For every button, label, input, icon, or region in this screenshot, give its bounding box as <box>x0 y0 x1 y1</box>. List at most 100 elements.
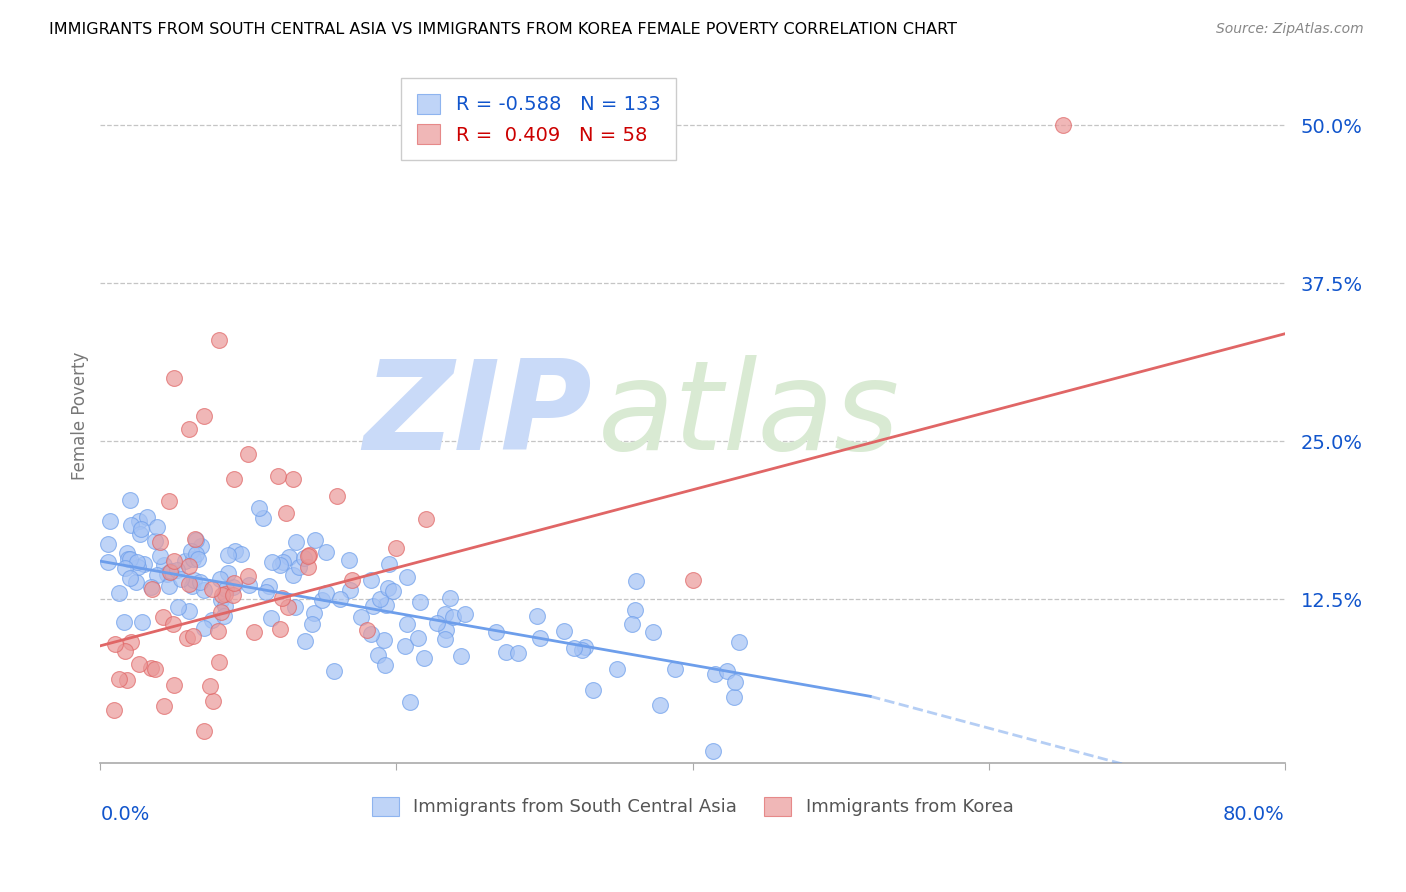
Point <box>450 649 472 664</box>
Point <box>356 624 378 638</box>
Point <box>103 702 125 716</box>
Point <box>292 551 315 566</box>
Text: 0.0%: 0.0% <box>100 805 149 824</box>
Point <box>454 607 477 621</box>
Point <box>222 588 245 602</box>
Point <box>229 547 252 561</box>
Point <box>157 494 180 508</box>
Point <box>207 624 229 638</box>
Point <box>574 640 596 654</box>
Point <box>209 572 232 586</box>
Text: 80.0%: 80.0% <box>1223 805 1285 824</box>
Point <box>129 523 152 537</box>
Point <box>208 655 231 669</box>
Point <box>145 520 167 534</box>
Point <box>315 545 337 559</box>
Point <box>222 580 245 594</box>
Point <box>193 409 215 423</box>
Point <box>217 548 239 562</box>
Point <box>281 472 304 486</box>
Point <box>214 587 236 601</box>
Point <box>702 744 724 758</box>
Point <box>153 698 176 713</box>
Point <box>606 662 628 676</box>
Point <box>495 645 517 659</box>
Point <box>217 566 239 581</box>
Point <box>329 591 352 606</box>
Point <box>270 591 292 605</box>
Point <box>396 570 419 584</box>
Point <box>184 547 207 561</box>
Y-axis label: Female Poverty: Female Poverty <box>72 351 89 480</box>
Legend: Immigrants from South Central Asia, Immigrants from Korea: Immigrants from South Central Asia, Immi… <box>364 790 1021 823</box>
Point <box>212 608 235 623</box>
Point <box>1052 119 1074 133</box>
Point <box>252 510 274 524</box>
Point <box>377 581 399 595</box>
Point <box>297 560 319 574</box>
Point <box>582 683 605 698</box>
Point <box>269 558 291 572</box>
Point <box>433 632 456 646</box>
Point <box>118 552 141 566</box>
Point <box>238 447 260 461</box>
Point <box>224 544 246 558</box>
Point <box>723 690 745 704</box>
Point <box>190 540 212 554</box>
Point <box>141 660 163 674</box>
Point <box>326 489 349 503</box>
Point <box>385 541 408 556</box>
Point <box>201 582 224 597</box>
Point <box>157 579 180 593</box>
Point <box>650 698 672 712</box>
Point <box>211 588 233 602</box>
Point <box>193 582 215 597</box>
Point <box>621 616 644 631</box>
Point <box>117 673 139 687</box>
Point <box>433 607 456 621</box>
Point <box>222 575 245 590</box>
Point <box>179 558 201 573</box>
Point <box>181 552 204 566</box>
Point <box>426 615 449 630</box>
Point <box>381 584 404 599</box>
Point <box>553 624 575 638</box>
Point <box>136 510 159 524</box>
Point <box>257 579 280 593</box>
Point <box>485 624 508 639</box>
Text: IMMIGRANTS FROM SOUTH CENTRAL ASIA VS IMMIGRANTS FROM KOREA FEMALE POVERTY CORRE: IMMIGRANTS FROM SOUTH CENTRAL ASIA VS IM… <box>49 22 957 37</box>
Point <box>124 574 146 589</box>
Point <box>131 615 153 629</box>
Point <box>114 644 136 658</box>
Point <box>180 544 202 558</box>
Point <box>664 662 686 676</box>
Point <box>439 591 461 606</box>
Point <box>143 534 166 549</box>
Point <box>399 695 422 709</box>
Point <box>360 574 382 588</box>
Point <box>176 631 198 645</box>
Point <box>297 549 319 563</box>
Point <box>120 518 142 533</box>
Point <box>728 634 751 648</box>
Point <box>349 610 371 624</box>
Point <box>269 622 291 636</box>
Point <box>117 552 139 566</box>
Point <box>562 641 585 656</box>
Point <box>112 615 135 630</box>
Point <box>148 535 170 549</box>
Point <box>304 533 326 548</box>
Point <box>128 657 150 672</box>
Point <box>98 514 121 528</box>
Point <box>134 558 156 572</box>
Point <box>179 421 201 435</box>
Point <box>115 546 138 560</box>
Point <box>215 582 238 596</box>
Point <box>377 557 399 571</box>
Point <box>643 625 665 640</box>
Point <box>526 608 548 623</box>
Point <box>302 606 325 620</box>
Point <box>174 554 197 568</box>
Point <box>193 724 215 739</box>
Point <box>120 492 142 507</box>
